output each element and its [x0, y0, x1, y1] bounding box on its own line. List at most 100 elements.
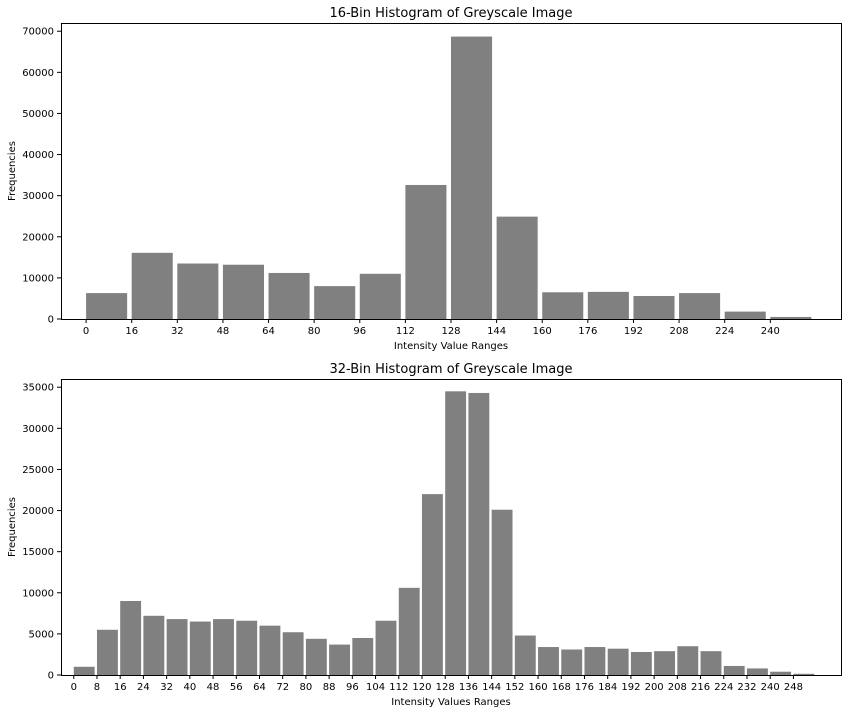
y-tick-label: 0	[48, 671, 54, 682]
x-tick-label: 208	[670, 326, 689, 337]
x-tick-label: 32	[171, 326, 184, 337]
y-axis-label: Frequencies	[7, 497, 18, 557]
bar-80	[314, 286, 356, 319]
bar-104	[375, 620, 397, 675]
bar-112	[398, 587, 420, 675]
y-tick-label: 20000	[22, 232, 54, 243]
bar-216	[700, 651, 722, 675]
bar-48	[213, 619, 234, 675]
x-tick-label: 80	[300, 682, 313, 693]
x-tick-label: 16	[114, 682, 127, 693]
x-tick-label: 104	[366, 682, 385, 693]
x-tick-label: 40	[183, 682, 196, 693]
bar-40	[189, 621, 211, 675]
x-tick-label: 176	[578, 326, 597, 337]
y-tick-label: 30000	[22, 424, 54, 435]
bar-240	[770, 671, 792, 675]
x-tick-label: 120	[412, 682, 431, 693]
y-tick-label: 30000	[22, 191, 54, 202]
bar-168	[561, 649, 583, 675]
bar-224	[723, 665, 745, 675]
bar-208	[677, 646, 699, 675]
x-tick-label: 88	[323, 682, 336, 693]
y-tick-label: 40000	[22, 150, 54, 161]
bar-32	[177, 263, 219, 319]
bar-96	[359, 273, 401, 319]
y-tick-label: 70000	[22, 27, 54, 38]
bar-16	[120, 601, 142, 675]
bar-152	[514, 635, 536, 675]
x-tick-label: 64	[253, 682, 266, 693]
bar-160	[538, 647, 559, 675]
x-tick-label: 200	[645, 682, 664, 693]
y-tick-label: 25000	[22, 465, 54, 476]
bar-56	[236, 620, 258, 675]
bar-184	[607, 648, 629, 675]
bar-0	[86, 293, 128, 319]
bar-16	[131, 252, 173, 319]
bar-0	[73, 666, 95, 675]
bar-200	[654, 651, 676, 675]
bar-48	[222, 264, 264, 319]
bar-232	[746, 668, 768, 675]
x-tick-label: 192	[624, 326, 643, 337]
x-tick-label: 144	[487, 326, 506, 337]
y-axis-label: Frequencies	[7, 141, 18, 201]
bar-24	[143, 615, 165, 675]
y-tick-label: 60000	[22, 68, 54, 79]
y-tick-label: 35000	[22, 383, 54, 394]
bar-208	[679, 293, 721, 319]
bar-176	[584, 647, 606, 675]
bar-224	[724, 311, 766, 319]
chart-16-bin: 0 16 32 48 64 80 96 112 128 144 160 176 192 208 224 240…	[7, 6, 842, 352]
x-tick-label: 224	[714, 682, 733, 693]
x-tick-label: 160	[529, 682, 548, 693]
bar-80	[305, 638, 327, 675]
chart-title: 16-Bin Histogram of Greyscale Image	[329, 6, 572, 21]
bar-176	[587, 291, 629, 319]
chart-32-bin: 0 8 16 24 32 40 48 56 64 72 80 88 96 104 112 120 128 136 1…	[7, 362, 842, 708]
x-tick-label: 16	[125, 326, 138, 337]
bar-240	[770, 316, 812, 319]
x-tick-label: 80	[308, 326, 321, 337]
bar-192	[633, 295, 675, 319]
x-tick-label: 72	[276, 682, 289, 693]
bar-32	[166, 619, 188, 675]
x-tick-label: 168	[552, 682, 571, 693]
bar-120	[421, 494, 443, 675]
x-tick-label: 0	[71, 682, 77, 693]
x-axis-label: Intensity Values Ranges	[391, 697, 510, 708]
y-tick-label: 10000	[22, 273, 54, 284]
bar-96	[352, 638, 374, 675]
x-tick-label: 56	[230, 682, 243, 693]
bar-64	[259, 625, 281, 675]
plot-frame	[61, 379, 842, 676]
x-tick-label: 0	[83, 326, 89, 337]
y-tick-label: 15000	[22, 547, 54, 558]
x-tick-label: 248	[784, 682, 803, 693]
x-tick-label: 192	[621, 682, 640, 693]
bar-8	[96, 629, 118, 675]
x-tick-label: 96	[346, 682, 359, 693]
x-tick-label: 32	[160, 682, 173, 693]
y-tick-label: 5000	[29, 629, 54, 640]
x-tick-label: 48	[217, 326, 230, 337]
x-tick-label: 24	[137, 682, 150, 693]
y-tick-label: 50000	[22, 109, 54, 120]
x-tick-label: 232	[737, 682, 756, 693]
x-tick-label: 112	[396, 326, 415, 337]
bar-128	[451, 36, 493, 319]
y-tick-label: 0	[48, 315, 54, 326]
x-tick-label: 240	[761, 682, 780, 693]
x-tick-label: 96	[353, 326, 366, 337]
x-tick-label: 240	[761, 326, 780, 337]
x-tick-label: 216	[691, 682, 710, 693]
bar-248	[793, 673, 815, 675]
bar-64	[268, 272, 310, 319]
x-tick-label: 128	[441, 326, 460, 337]
bar-72	[282, 632, 304, 675]
bar-128	[445, 391, 467, 675]
x-tick-label: 176	[575, 682, 594, 693]
x-tick-label: 208	[668, 682, 687, 693]
